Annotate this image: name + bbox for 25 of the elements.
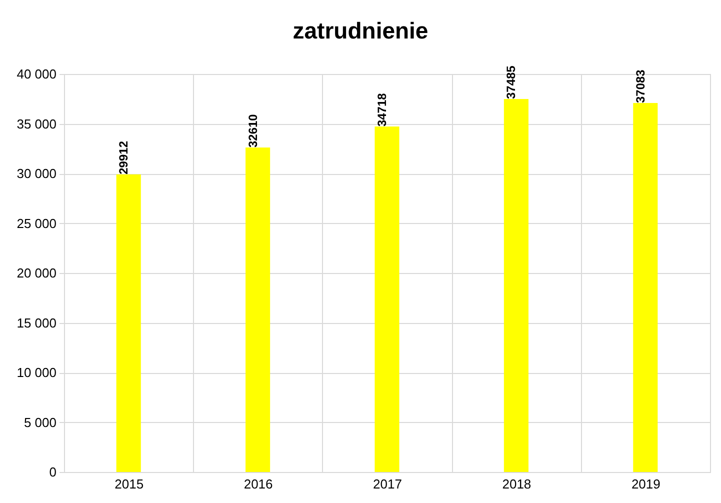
bar [374,126,400,472]
y-tick-label: 20 000 [16,266,56,280]
x-tick-label: 2017 [373,476,402,492]
data-label: 32610 [246,114,260,148]
y-tick-label: 25 000 [16,216,56,231]
data-label: 34718 [375,92,389,127]
data-label: 37083 [633,69,648,104]
y-tick-label: 40 000 [16,66,56,82]
x-tick-label: 2016 [244,476,273,492]
y-tick-label: 35 000 [16,116,56,132]
bar [246,148,270,472]
bar [504,99,528,472]
y-tick-label: 0 [49,464,56,480]
chart-title: zatrudnienie [292,18,428,44]
data-label: 37485 [504,65,518,100]
data-label: 29912 [116,140,131,174]
bar [633,103,658,472]
y-tick-label: 10 000 [16,365,56,380]
y-tick-label: 30 000 [16,166,56,181]
x-tick-label: 2015 [114,476,144,492]
x-tick-label: 2018 [502,476,532,492]
bar [116,174,141,472]
y-tick-label: 5 000 [24,414,56,430]
x-tick-label: 2019 [631,476,660,492]
y-tick-label: 15 000 [16,315,56,330]
